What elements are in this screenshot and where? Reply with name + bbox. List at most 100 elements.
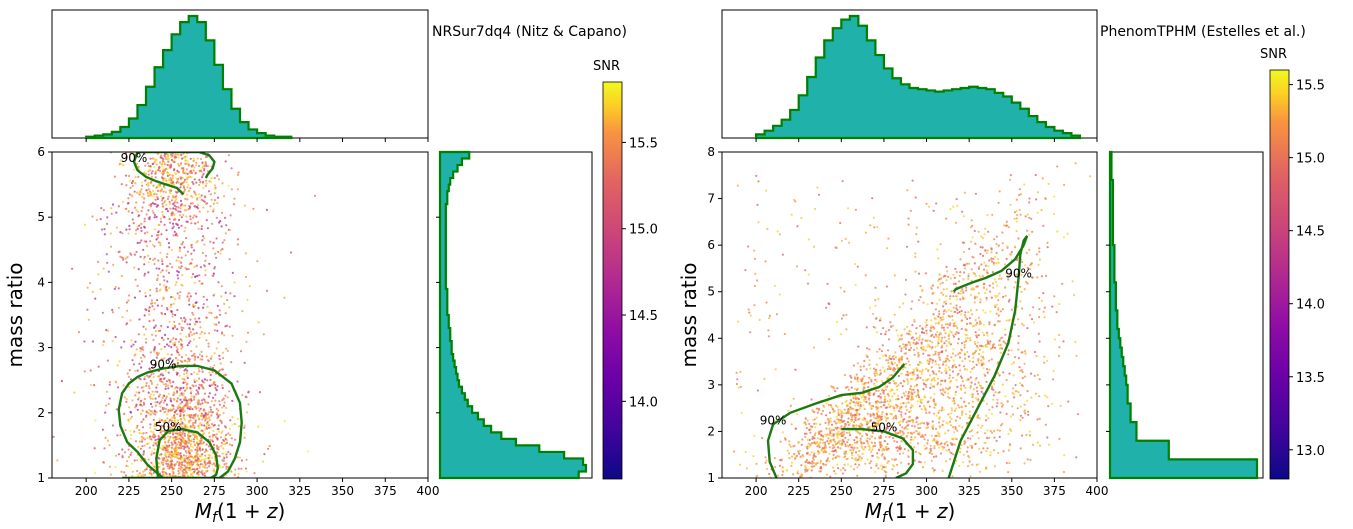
scatter-point [938,370,940,372]
scatter-point [963,251,965,253]
scatter-point [166,238,168,240]
scatter-point [148,392,150,394]
scatter-point [183,417,185,419]
scatter-point [197,403,199,405]
scatter-point [874,327,876,329]
scatter-point [152,339,154,341]
scatter-point [181,257,183,259]
scatter-point [860,438,862,440]
scatter-point [179,395,181,397]
scatter-point [950,277,952,279]
scatter-point [164,187,166,189]
scatter-point [943,275,945,277]
scatter-point [135,404,137,406]
scatter-point [853,468,855,470]
scatter-point [212,247,214,249]
scatter-point [148,376,150,378]
scatter-point [137,446,139,448]
scatter-point [94,419,96,421]
l-contour-label-1: 50% [155,420,182,434]
scatter-point [813,452,815,454]
scatter-point [839,447,841,449]
scatter-point [171,174,173,176]
scatter-point [1074,341,1076,343]
scatter-point [176,400,178,402]
scatter-point [945,340,947,342]
scatter-point [930,319,932,321]
scatter-point [744,269,746,271]
scatter-point [241,310,243,312]
scatter-point [117,364,119,366]
scatter-point [881,411,883,413]
scatter-point [811,398,813,400]
scatter-point [919,285,921,287]
scatter-point [110,232,112,234]
scatter-point [53,436,55,438]
scatter-point [1036,253,1038,255]
scatter-point [200,463,202,465]
scatter-point [919,370,921,372]
scatter-point [201,443,203,445]
scatter-point [198,400,200,402]
scatter-point [881,413,883,415]
scatter-point [122,259,124,261]
scatter-point [151,474,153,476]
scatter-point [733,451,735,453]
scatter-point [1073,294,1075,296]
scatter-point [135,251,137,253]
scatter-point [189,402,191,404]
scatter-point [941,409,943,411]
scatter-point [837,411,839,413]
scatter-point [746,467,748,469]
scatter-point [915,430,917,432]
scatter-point [86,309,88,311]
scatter-point [109,466,111,468]
scatter-point [168,379,170,381]
scatter-point [233,295,235,297]
scatter-point [174,298,176,300]
scatter-point [965,405,967,407]
scatter-point [169,437,171,439]
scatter-point [987,265,989,267]
scatter-point [171,339,173,341]
scatter-point [210,193,212,195]
scatter-point [135,229,137,231]
scatter-point [833,454,835,456]
scatter-point [927,369,929,371]
scatter-point [188,421,190,423]
scatter-point [219,369,221,371]
scatter-point [939,332,941,334]
scatter-point [141,206,143,208]
scatter-point [197,473,199,475]
scatter-point [937,286,939,288]
scatter-point [159,394,161,396]
scatter-point [1005,295,1007,297]
scatter-point [183,230,185,232]
scatter-point [175,195,177,197]
scatter-point [955,307,957,309]
scatter-point [1056,165,1058,167]
scatter-point [1002,242,1004,244]
scatter-point [174,172,176,174]
scatter-point [956,331,958,333]
scatter-point [197,157,199,159]
scatter-point [225,407,227,409]
scatter-point [926,340,928,342]
scatter-point [186,414,188,416]
scatter-point [925,326,927,328]
scatter-point [290,251,292,253]
scatter-point [214,424,216,426]
scatter-point [202,207,204,209]
scatter-point [1013,396,1015,398]
scatter-point [882,366,884,368]
scatter-point [199,353,201,355]
scatter-point [932,440,934,442]
scatter-point [200,170,202,172]
scatter-point [233,203,235,205]
scatter-point [223,303,225,305]
y-tick-label: 5 [37,210,45,224]
scatter-point [813,411,815,413]
scatter-point [816,417,818,419]
scatter-point [237,172,239,174]
scatter-point [810,428,812,430]
